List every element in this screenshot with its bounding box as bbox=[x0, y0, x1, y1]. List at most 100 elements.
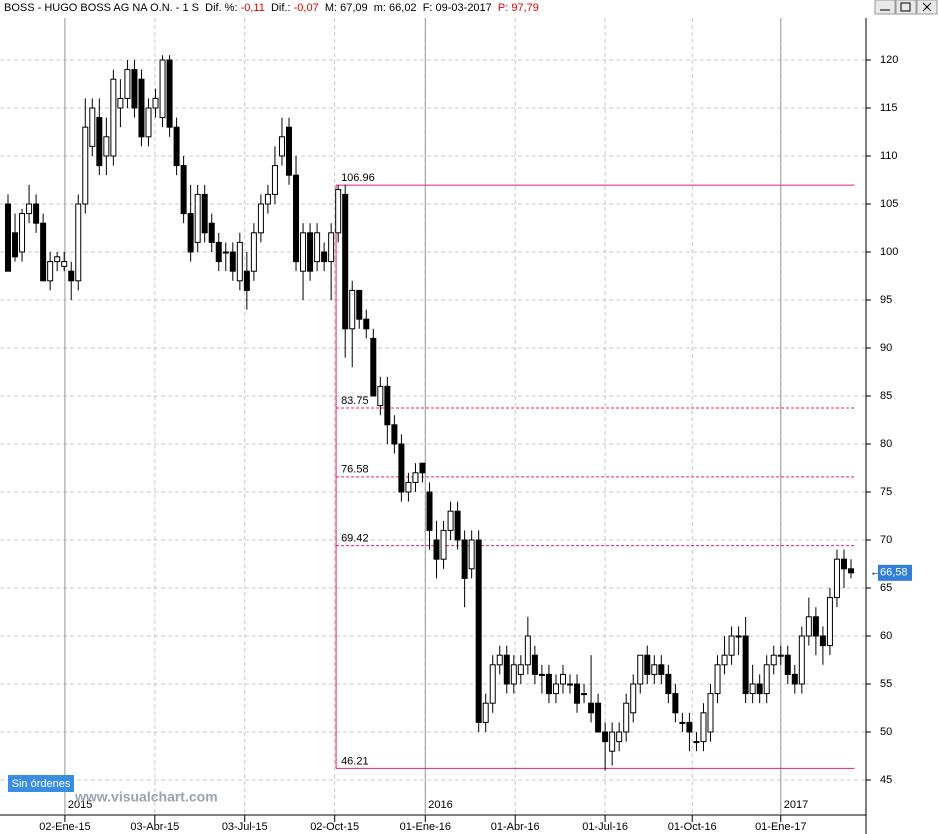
candle-body bbox=[658, 664, 665, 675]
candle-body bbox=[461, 539, 468, 579]
candle-body bbox=[33, 203, 40, 224]
level-label: 46.21 bbox=[341, 755, 369, 767]
x-tick-label: 01-Jul-16 bbox=[582, 821, 628, 833]
candle-body bbox=[819, 635, 826, 647]
y-tick-label: 55 bbox=[880, 678, 892, 690]
candle-body bbox=[798, 635, 805, 685]
y-tick-label: 90 bbox=[880, 342, 892, 354]
candle-body bbox=[124, 69, 131, 99]
candle-body bbox=[208, 222, 215, 243]
candle-body bbox=[89, 107, 96, 147]
y-tick-label: 95 bbox=[880, 294, 892, 306]
p-label: P: bbox=[497, 2, 509, 14]
y-tick-label: 80 bbox=[880, 438, 892, 450]
candle-body bbox=[321, 251, 328, 263]
candle-body bbox=[293, 174, 300, 263]
dif-pct-label: Dif. %: bbox=[205, 2, 238, 14]
candle-body bbox=[707, 693, 714, 733]
candle-body bbox=[243, 270, 250, 291]
candle-body bbox=[384, 385, 391, 426]
y-tick-label: 115 bbox=[880, 102, 898, 114]
candle-body bbox=[398, 443, 405, 493]
candle-body bbox=[110, 78, 117, 157]
candle-body bbox=[805, 616, 812, 637]
candle-body bbox=[264, 193, 271, 205]
candle-body bbox=[194, 193, 201, 243]
candle-body bbox=[257, 203, 264, 234]
orders-button-label[interactable]: Sin órdenes bbox=[12, 778, 71, 790]
max: M: 67,09 bbox=[324, 2, 368, 14]
x-tick-label: 03-Abr-15 bbox=[130, 821, 179, 833]
candle-body bbox=[103, 136, 110, 157]
price-arrow: ← bbox=[870, 567, 881, 579]
candle-body bbox=[588, 702, 595, 714]
y-tick-label: 85 bbox=[880, 390, 892, 402]
candle-body bbox=[552, 683, 559, 695]
candle-body bbox=[328, 232, 335, 263]
candle-body bbox=[286, 126, 292, 176]
candle-body bbox=[26, 203, 33, 215]
p: 97,79 bbox=[511, 2, 539, 14]
candle-body bbox=[426, 491, 433, 531]
dif-label: Dif.: bbox=[270, 2, 291, 14]
candle-body bbox=[75, 203, 82, 282]
candle-body bbox=[391, 424, 398, 445]
window-buttons[interactable] bbox=[874, 0, 938, 15]
watermark: www.visualchart.com bbox=[74, 789, 218, 805]
candle-body bbox=[201, 193, 208, 234]
candle-body bbox=[447, 510, 454, 531]
candle-body bbox=[215, 241, 222, 263]
candle-body bbox=[12, 232, 19, 258]
y-tick-label: 110 bbox=[880, 150, 898, 162]
year-label: 2017 bbox=[784, 799, 808, 811]
x-tick-label: 01-Ene-16 bbox=[400, 821, 451, 833]
candle-body bbox=[19, 213, 26, 253]
candle-body bbox=[342, 193, 349, 330]
candle-body bbox=[791, 673, 798, 685]
candle-body bbox=[672, 693, 679, 714]
candle-body bbox=[595, 702, 602, 733]
candle-body bbox=[96, 117, 103, 167]
candle-body bbox=[307, 232, 314, 272]
candle-body bbox=[117, 97, 124, 109]
price-tag bbox=[878, 564, 912, 581]
candle-body bbox=[784, 654, 791, 675]
candle-body bbox=[700, 712, 707, 743]
candle-body bbox=[651, 664, 658, 675]
orders-button[interactable]: Sin órdenes bbox=[8, 775, 74, 792]
level-label: 69.42 bbox=[341, 532, 369, 544]
y-tick-label: 70 bbox=[880, 534, 892, 546]
maximize-button[interactable] bbox=[895, 0, 917, 15]
candle-body bbox=[735, 635, 742, 638]
candle-body bbox=[665, 673, 672, 695]
minimize-button[interactable] bbox=[874, 0, 896, 15]
candle-body bbox=[770, 654, 777, 666]
candle-body bbox=[749, 683, 756, 695]
candle-body bbox=[236, 241, 243, 282]
candle-body bbox=[833, 558, 840, 599]
candle-body bbox=[187, 213, 194, 253]
dif: -0,07 bbox=[293, 2, 319, 14]
candle-body bbox=[131, 69, 138, 109]
candle-body bbox=[61, 261, 68, 267]
orders-button-bg[interactable] bbox=[8, 775, 74, 792]
candle-body bbox=[82, 126, 89, 205]
candle-body bbox=[602, 731, 609, 743]
header: BOSS - HUGO BOSS AG NA O.N. - 1 S Dif. %… bbox=[4, 2, 539, 14]
symbol: BOSS - HUGO BOSS AG NA O.N. - 1 S bbox=[4, 2, 199, 14]
y-tick-label: 50 bbox=[880, 726, 892, 738]
candle-body bbox=[777, 654, 784, 657]
candle-body bbox=[356, 289, 363, 320]
candle-body bbox=[503, 654, 510, 685]
candle-body bbox=[623, 702, 630, 733]
candle-body bbox=[370, 337, 377, 397]
candle-body bbox=[222, 251, 229, 254]
candle-body bbox=[848, 568, 854, 574]
candle-body bbox=[581, 693, 588, 696]
y-tick-label: 105 bbox=[880, 198, 898, 210]
candle-body bbox=[278, 136, 285, 157]
candle-body bbox=[335, 189, 342, 234]
